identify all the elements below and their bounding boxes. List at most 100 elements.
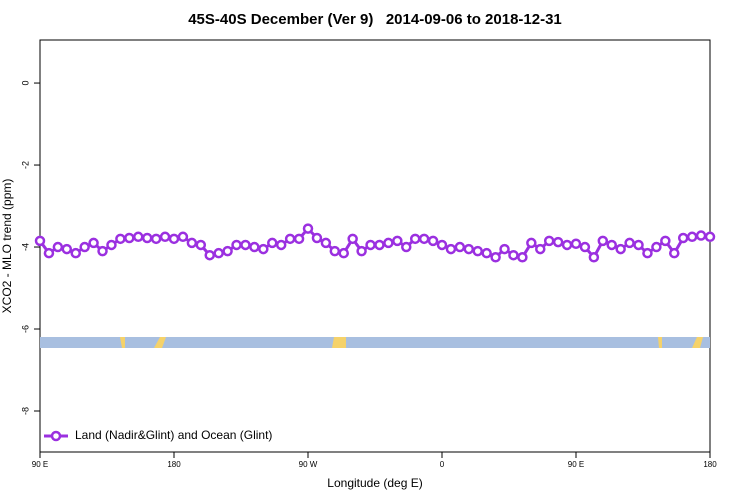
data-point — [338, 247, 349, 259]
data-point — [508, 249, 519, 261]
data-point — [669, 247, 680, 259]
data-point — [186, 237, 198, 249]
land-patch — [332, 337, 346, 348]
data-point — [88, 237, 99, 249]
data-point — [624, 237, 635, 249]
data-point — [427, 235, 439, 247]
x-tick-label: 180 — [703, 460, 717, 469]
ocean-strip — [40, 337, 710, 348]
x-tick-label: 0 — [440, 460, 445, 469]
data-point — [704, 231, 716, 243]
y-tick-label: -6 — [20, 325, 30, 333]
data-point — [213, 247, 224, 259]
data-point — [677, 232, 689, 244]
y-axis-label: XCO2 - MLO trend (ppm) — [0, 179, 14, 314]
data-point — [526, 237, 537, 249]
data-point — [97, 245, 108, 257]
data-point — [606, 239, 617, 251]
data-point — [204, 249, 215, 261]
data-point — [642, 247, 653, 259]
data-point — [401, 241, 412, 253]
data-point — [133, 231, 144, 243]
data-point — [615, 243, 626, 255]
data-point — [490, 252, 501, 263]
data-point — [588, 252, 600, 263]
x-axis-label: Longitude (deg E) — [327, 476, 422, 490]
data-point — [561, 239, 573, 251]
data-point — [177, 231, 189, 243]
data-point — [249, 241, 260, 253]
data-point — [34, 235, 46, 247]
data-point — [124, 232, 135, 244]
data-point — [302, 223, 314, 234]
data-point — [579, 241, 591, 253]
data-point — [70, 247, 81, 259]
data-point — [418, 233, 430, 245]
data-point — [159, 231, 171, 243]
legend-label: Land (Nadir&Glint) and Ocean (Glint) — [75, 428, 272, 442]
y-tick-label: -4 — [20, 243, 30, 251]
data-point — [52, 241, 64, 253]
data-point — [392, 235, 403, 247]
data-point — [543, 235, 555, 247]
data-point — [258, 243, 269, 255]
data-point — [240, 239, 251, 251]
data-point — [293, 233, 305, 245]
land-patch — [154, 337, 166, 348]
legend: Land (Nadir&Glint) and Ocean (Glint) — [44, 428, 272, 442]
data-point — [660, 235, 671, 247]
data-point — [517, 252, 528, 263]
x-tick-label: 180 — [167, 460, 181, 469]
data-point — [195, 239, 207, 251]
data-point — [651, 241, 662, 253]
x-tick-label: 90 W — [299, 460, 318, 469]
data-point — [445, 243, 457, 255]
data-point — [383, 237, 394, 249]
data-point — [552, 236, 564, 248]
data-point — [347, 233, 358, 245]
data-point — [222, 245, 233, 257]
data-point — [61, 243, 73, 255]
data-point — [570, 238, 582, 249]
data-point — [43, 247, 55, 259]
data-point — [365, 239, 376, 251]
data-point — [284, 233, 296, 245]
data-point — [633, 239, 644, 251]
chart-title: 45S-40S December (Ver 9) 2014-09-06 to 2… — [188, 11, 562, 28]
data-point — [150, 233, 162, 245]
data-point — [115, 233, 126, 245]
data-point — [329, 245, 341, 257]
land-patch — [120, 337, 125, 348]
data-point — [481, 247, 492, 259]
data-point — [695, 230, 707, 241]
data-point — [463, 243, 475, 255]
data-point — [436, 239, 448, 251]
data-point — [374, 239, 385, 251]
data-point — [499, 243, 510, 255]
surface-strip — [40, 337, 710, 348]
y-tick-label: -2 — [20, 161, 30, 169]
legend-marker — [50, 430, 62, 442]
land-patch — [658, 337, 662, 348]
data-point — [454, 241, 466, 253]
data-point — [686, 231, 698, 243]
x-tick-label: 90 E — [32, 460, 48, 469]
data-point — [356, 245, 367, 257]
data-point — [106, 239, 117, 251]
data-point — [409, 233, 421, 245]
data-point — [535, 243, 546, 255]
data-point — [79, 241, 90, 253]
data-point — [320, 237, 332, 249]
data-point — [168, 233, 180, 245]
y-tick-label: -8 — [20, 407, 30, 415]
data-point — [231, 239, 242, 251]
data-point — [141, 232, 153, 244]
data-point — [311, 232, 323, 244]
data-point — [275, 239, 287, 251]
land-patch — [692, 337, 703, 348]
data-point — [597, 235, 609, 247]
data-point — [267, 237, 278, 249]
y-tick-label: 0 — [20, 81, 30, 86]
data-point — [472, 245, 483, 257]
